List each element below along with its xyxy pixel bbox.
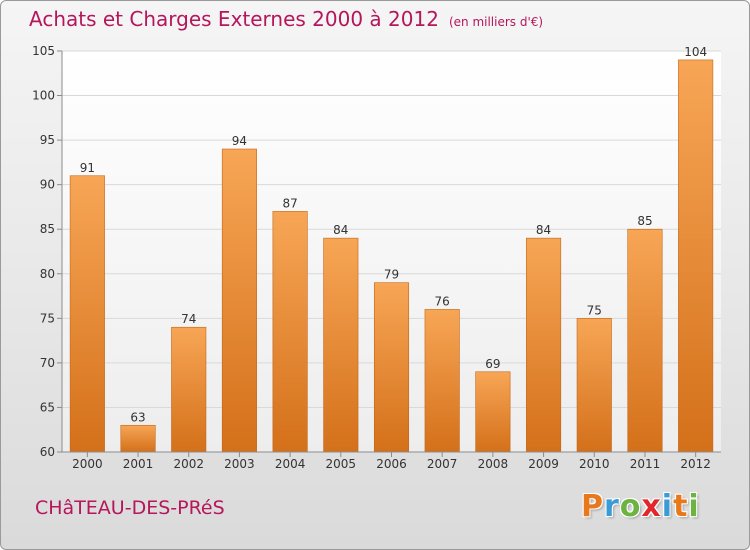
brand-letter: t bbox=[673, 489, 689, 524]
brand-letter: o bbox=[619, 489, 642, 524]
x-tick-label: 2000 bbox=[72, 457, 103, 471]
x-tick-label: 2012 bbox=[680, 457, 711, 471]
proxiti-logo: Proxiti bbox=[581, 489, 700, 524]
bar bbox=[678, 59, 714, 453]
chart-title-text: Achats et Charges Externes 2000 à 2012 bbox=[29, 7, 439, 31]
data-label: 76 bbox=[435, 294, 450, 308]
bar bbox=[576, 318, 612, 453]
bar bbox=[221, 148, 257, 453]
data-label: 63 bbox=[130, 410, 145, 424]
brand-letter: x bbox=[641, 489, 662, 524]
x-tick-label: 2002 bbox=[173, 457, 204, 471]
data-label: 91 bbox=[80, 161, 95, 175]
bar bbox=[373, 282, 410, 453]
data-label: 94 bbox=[232, 134, 247, 148]
y-tick-label: 105 bbox=[32, 44, 55, 58]
axes: 60 65 70 75 80 85 90 95 100 105 2000 2001 2002 2003 20… bbox=[32, 44, 721, 471]
data-label: 104 bbox=[684, 45, 707, 59]
brand-letter: i bbox=[688, 489, 700, 524]
commune-name: CHâTEAU-DES-PRéS bbox=[35, 497, 225, 519]
bar bbox=[272, 211, 308, 453]
y-tick-label: 100 bbox=[32, 89, 55, 103]
y-tick-label: 90 bbox=[40, 178, 55, 192]
brand-letter: r bbox=[604, 489, 620, 524]
x-tick-label: 2008 bbox=[478, 457, 509, 471]
bar bbox=[120, 424, 156, 453]
chart-unit: (en milliers d'€) bbox=[448, 15, 544, 29]
data-label: 87 bbox=[282, 196, 297, 210]
y-tick-label: 70 bbox=[40, 356, 55, 370]
bar bbox=[526, 237, 562, 453]
data-label: 79 bbox=[384, 268, 399, 282]
y-tick-label: 60 bbox=[40, 445, 55, 459]
x-tick-label: 2005 bbox=[326, 457, 357, 471]
bar bbox=[475, 371, 511, 453]
data-label: 74 bbox=[181, 312, 196, 326]
x-tick-label: 2003 bbox=[224, 457, 255, 471]
data-label: 69 bbox=[485, 357, 500, 371]
bar bbox=[323, 237, 359, 453]
y-tick-label: 75 bbox=[40, 311, 55, 325]
data-label: 84 bbox=[333, 223, 348, 237]
bar bbox=[627, 228, 663, 453]
bar bbox=[69, 175, 105, 453]
x-tick-label: 2010 bbox=[579, 457, 610, 471]
data-label: 85 bbox=[637, 214, 652, 228]
bar bbox=[171, 326, 207, 453]
x-tick-label: 2009 bbox=[528, 457, 559, 471]
x-tick-label: 2004 bbox=[275, 457, 306, 471]
bar bbox=[424, 309, 460, 453]
y-tick-label: 95 bbox=[40, 133, 55, 147]
x-tick-label: 2006 bbox=[376, 457, 407, 471]
x-tick-label: 2007 bbox=[427, 457, 458, 471]
brand-letter: i bbox=[661, 489, 674, 524]
data-label: 84 bbox=[536, 223, 551, 237]
x-tick-label: 2011 bbox=[630, 457, 661, 471]
bars: 91 63 74 94 87 84 79 76 69 84 75 85 104 bbox=[69, 45, 714, 453]
y-tick-label: 65 bbox=[40, 400, 55, 414]
y-tick-label: 80 bbox=[40, 267, 55, 281]
y-tick-label: 85 bbox=[40, 222, 55, 236]
data-label: 75 bbox=[587, 303, 602, 317]
chart-title: Achats et Charges Externes 2000 à 2012 (e… bbox=[29, 7, 543, 31]
brand-letter: P bbox=[581, 489, 604, 524]
x-tick-label: 2001 bbox=[123, 457, 154, 471]
